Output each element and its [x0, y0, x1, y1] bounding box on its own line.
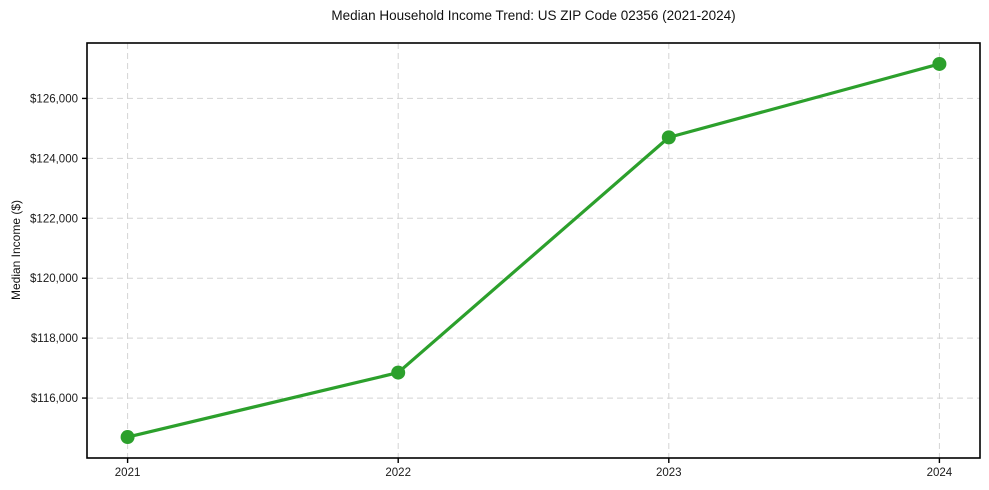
y-tick-label: $118,000 [31, 333, 78, 345]
data-point-2021 [120, 430, 135, 445]
y-tick-label: $120,000 [30, 273, 78, 285]
x-tick-label: 2024 [927, 467, 953, 479]
y-tick-labels: $116,000 $118,000 $120,000 $122,000 $124,000… [30, 93, 78, 405]
x-tick-label: 2022 [385, 467, 411, 479]
y-tick-label: $116,000 [31, 393, 78, 405]
data-point-2023 [661, 130, 676, 145]
y-tick-label: $124,000 [30, 153, 78, 165]
chart-title: Median Household Income Trend: US ZIP Co… [331, 8, 736, 23]
y-tick-label: $122,000 [30, 213, 78, 225]
data-point-2022 [391, 365, 406, 380]
data-point-2024 [932, 56, 947, 71]
grid-lines [87, 43, 980, 458]
data-points [120, 56, 947, 445]
tick-marks [82, 97, 941, 463]
x-tick-label: 2023 [656, 467, 682, 479]
trend-line [125, 62, 942, 439]
axis-spines [86, 42, 981, 459]
x-tick-label: 2021 [115, 467, 141, 479]
y-tick-label: $126,000 [30, 93, 78, 105]
x-tick-labels: 2021 2022 2023 2024 [115, 467, 953, 479]
